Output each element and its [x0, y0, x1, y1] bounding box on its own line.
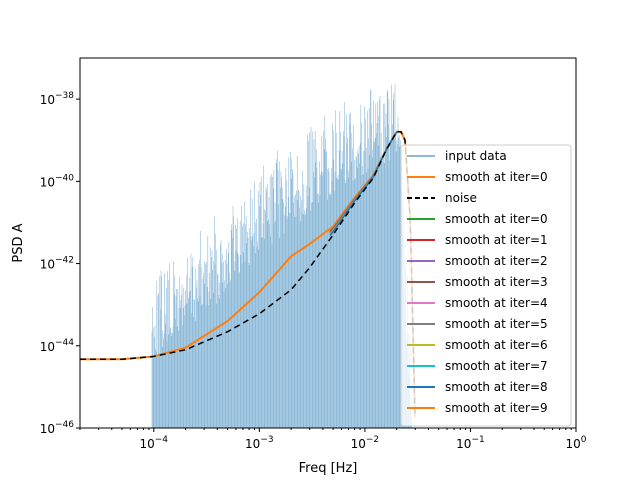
y-tick-label: 10−42: [40, 256, 74, 272]
series-noise-line: [80, 131, 416, 418]
legend-label: smooth at iter=5: [445, 317, 548, 331]
legend-label: smooth at iter=9: [445, 401, 548, 415]
y-axis-label: PSD A: [11, 223, 26, 262]
legend-label: smooth at iter=3: [445, 275, 548, 289]
x-tick-label: 10−3: [245, 435, 274, 451]
x-tick-label: 10−4: [139, 435, 168, 451]
legend-label: smooth at iter=8: [445, 380, 548, 394]
ticks-layer: 10−4 10−3 10−2 10−1 100 10−46 10−44 10−42 10−40 1…: [40, 91, 587, 451]
y-tick-label: 10−38: [40, 91, 75, 107]
x-tick-label: 10−2: [351, 435, 380, 451]
legend-label: smooth at iter=0: [445, 212, 548, 226]
x-axis-label: Freq [Hz]: [299, 461, 358, 476]
legend-box: [400, 144, 572, 427]
plot-frame: [79, 57, 577, 429]
legend-label: smooth at iter=7: [445, 359, 548, 373]
x-tick-label: 10−1: [456, 435, 485, 451]
y-tick-label: 10−44: [40, 338, 75, 354]
legend: input data smooth at iter=0 noise smooth at…: [400, 144, 572, 427]
y-tick-label: 10−46: [40, 420, 75, 436]
legend-label: smooth at iter=6: [445, 338, 548, 352]
legend-label: noise: [445, 191, 477, 205]
legend-label: smooth at iter=4: [445, 296, 548, 310]
data-layer: [80, 84, 416, 428]
legend-label: smooth at iter=1: [445, 233, 548, 247]
legend-label: smooth at iter=0: [445, 170, 548, 184]
x-tick-label: 100: [565, 435, 586, 451]
legend-label: smooth at iter=2: [445, 254, 548, 268]
legend-label: input data: [445, 149, 507, 163]
y-tick-label: 10−40: [40, 173, 75, 189]
